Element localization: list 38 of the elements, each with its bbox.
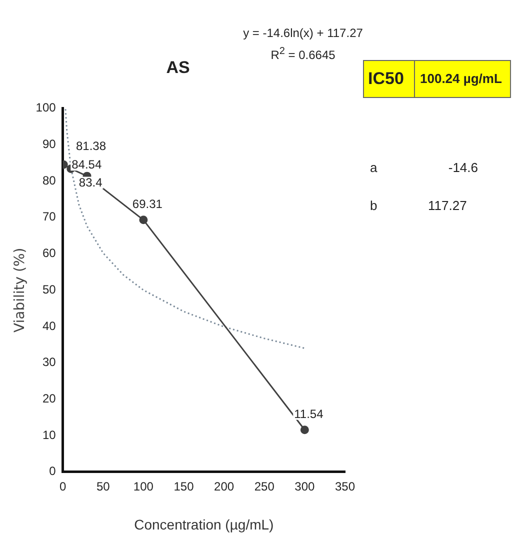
y-tick-label: 70 (42, 210, 56, 224)
x-tick-label: 100 (133, 479, 154, 494)
data-label: 69.31 (132, 196, 163, 211)
text: b (370, 198, 378, 213)
text: R$^{2}$ = 0.6645 (270, 46, 336, 62)
point (300, 426, 309, 434)
y-tick-label: 20 (42, 391, 56, 406)
x-tick-label: 200 (214, 479, 234, 494)
chart-title: AS (166, 58, 190, 77)
x-tick-label: 250 (254, 479, 275, 494)
text: IC50 (368, 69, 404, 89)
text: -14.6 (447, 160, 478, 175)
data-label: 84.54 (72, 158, 102, 172)
x-axis-title: Concentration (µg/mL) (134, 516, 274, 532)
text: y = -14.6ln(x) + 117.27 (243, 26, 363, 40)
data-label: 11.54 (294, 406, 324, 421)
y-tick-label: 60 (42, 246, 56, 260)
x-tick-label: 150 (174, 479, 194, 494)
y-tick-label: 30 (42, 355, 56, 370)
y-tick-label: 80 (42, 173, 56, 188)
x-tick-label: 350 (334, 479, 356, 494)
line-series (64, 108, 306, 349)
x-tick-label: 50 (96, 479, 110, 494)
x-tick-label: 0 (59, 479, 66, 494)
y-tick-label: 10 (42, 428, 56, 442)
y-tick-label: 0 (49, 464, 56, 478)
data-label: 83.4 (78, 176, 103, 190)
y-tick-label: 100 (36, 100, 56, 115)
y-axis-title: Viability (%) (12, 248, 28, 332)
data-label: 81.38 (76, 139, 106, 154)
text: 100.24 µg/mL (420, 71, 502, 86)
x-tick-label: 300 (294, 479, 316, 494)
y-tick-label: 90 (42, 137, 56, 152)
point (139, 216, 148, 224)
y-tick-label: 40 (42, 318, 56, 333)
text: a (370, 160, 378, 175)
text: 117.27 (428, 198, 467, 213)
y-tick-label: 50 (42, 282, 56, 296)
